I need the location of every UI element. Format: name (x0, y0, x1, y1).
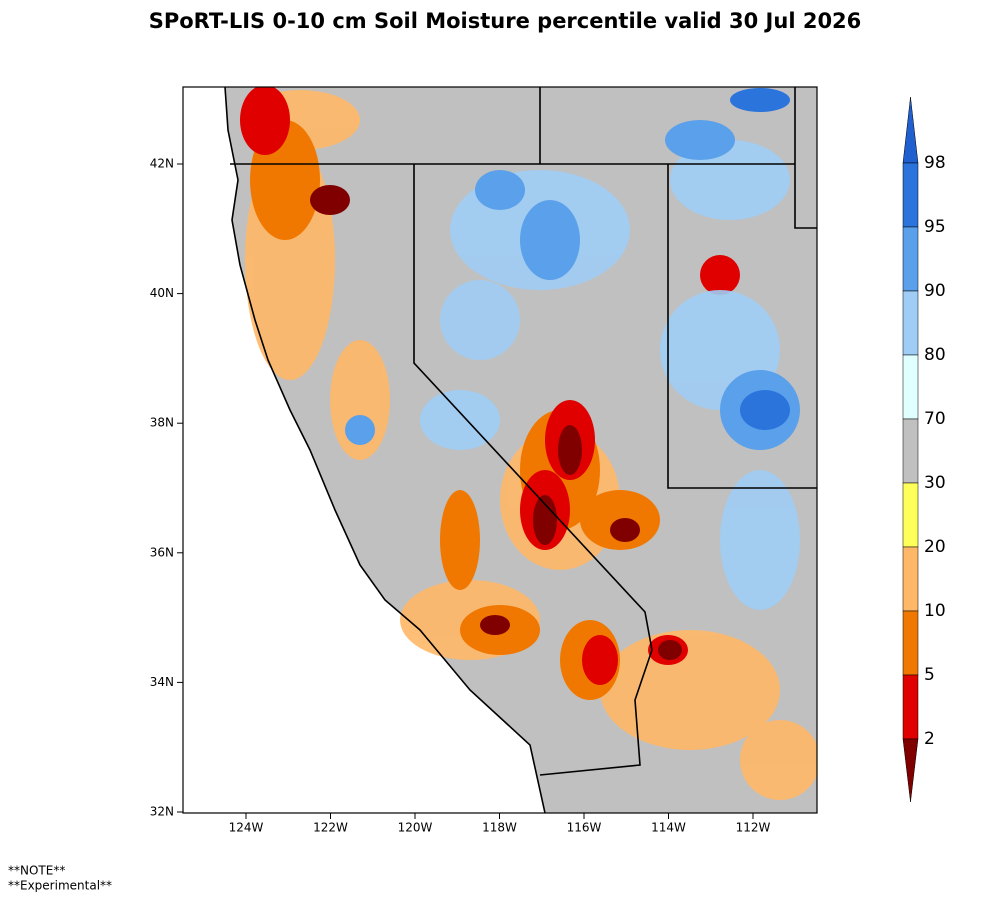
colorbar-segment (902, 290, 919, 356)
colorbar-segment (902, 354, 919, 420)
lon-label: 112W (736, 821, 771, 835)
colorbar-segment (902, 162, 919, 228)
colorbar-cap (902, 96, 919, 164)
colorbar-label: 95 (924, 217, 946, 237)
colorbar-segment (902, 418, 919, 484)
lat-label: 36N (150, 545, 174, 559)
colorbar-label: 70 (924, 409, 946, 429)
colorbar: 98 95 90 80 70 30 20 10 5 2 (902, 96, 946, 803)
colorbar-label: 30 (924, 473, 946, 493)
lon-label: 118W (482, 821, 517, 835)
lat-label: 32N (150, 805, 174, 819)
colorbar-label: 98 (924, 153, 946, 173)
colorbar-segment (902, 482, 919, 548)
colorbar-segment (902, 674, 919, 740)
colorbar-segment (902, 546, 919, 612)
lon-label: 116W (567, 821, 602, 835)
colorbar-label: 10 (924, 601, 946, 621)
lon-label: 124W (229, 821, 264, 835)
map-field (183, 87, 817, 813)
colorbar-label: 80 (924, 345, 946, 365)
lat-label: 40N (150, 286, 174, 300)
lat-label: 42N (150, 157, 174, 171)
colorbar-label: 2 (924, 729, 935, 749)
lon-label: 114W (651, 821, 686, 835)
colorbar-segment (902, 226, 919, 292)
lat-label: 38N (150, 416, 174, 430)
colorbar-cap (902, 738, 919, 803)
note: **Experimental** (8, 879, 112, 893)
lat-label: 34N (150, 675, 174, 689)
colorbar-label: 20 (924, 537, 946, 557)
map-title: SPoRT-LIS 0-10 cm Soil Moisture percenti… (149, 9, 862, 33)
colorbar-segment (902, 610, 919, 676)
lon-label: 120W (398, 821, 433, 835)
lon-label: 122W (313, 821, 348, 835)
colorbar-label: 90 (924, 281, 946, 301)
colorbar-label: 5 (924, 665, 935, 685)
note: **NOTE** (8, 864, 65, 878)
